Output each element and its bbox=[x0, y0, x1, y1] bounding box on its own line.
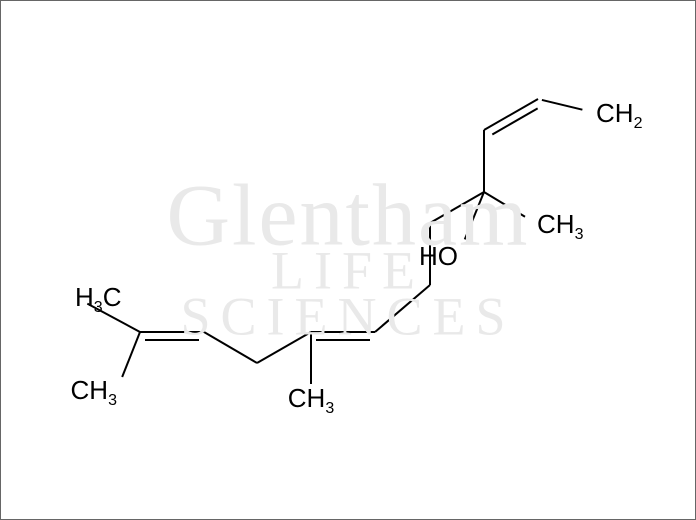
atom-label: CH3 bbox=[537, 209, 584, 243]
atom-label: HO bbox=[419, 241, 458, 271]
bond-line bbox=[122, 332, 140, 377]
atom-label: H3C bbox=[75, 282, 121, 316]
bond-line bbox=[375, 285, 430, 332]
bond-line bbox=[484, 99, 538, 130]
bonds-layer bbox=[87, 99, 582, 384]
atom-label: CH2 bbox=[596, 98, 643, 132]
atom-labels-layer: CH3 H3C CH3 HO CH3 CH2 bbox=[71, 98, 643, 417]
bond-line bbox=[257, 332, 311, 363]
bond-line bbox=[542, 100, 583, 110]
bond-line bbox=[465, 192, 484, 239]
bond-line bbox=[484, 192, 525, 217]
bond-line bbox=[204, 332, 257, 363]
atom-label: CH3 bbox=[71, 375, 118, 409]
bond-line bbox=[430, 192, 484, 223]
canvas: Glentham LIFE SCIENCES CH3H3CCH3HOCH3CH2 bbox=[0, 0, 696, 520]
atom-label: CH3 bbox=[288, 383, 335, 417]
chemical-structure: CH3 H3C CH3 HO CH3 CH2 bbox=[0, 0, 696, 520]
